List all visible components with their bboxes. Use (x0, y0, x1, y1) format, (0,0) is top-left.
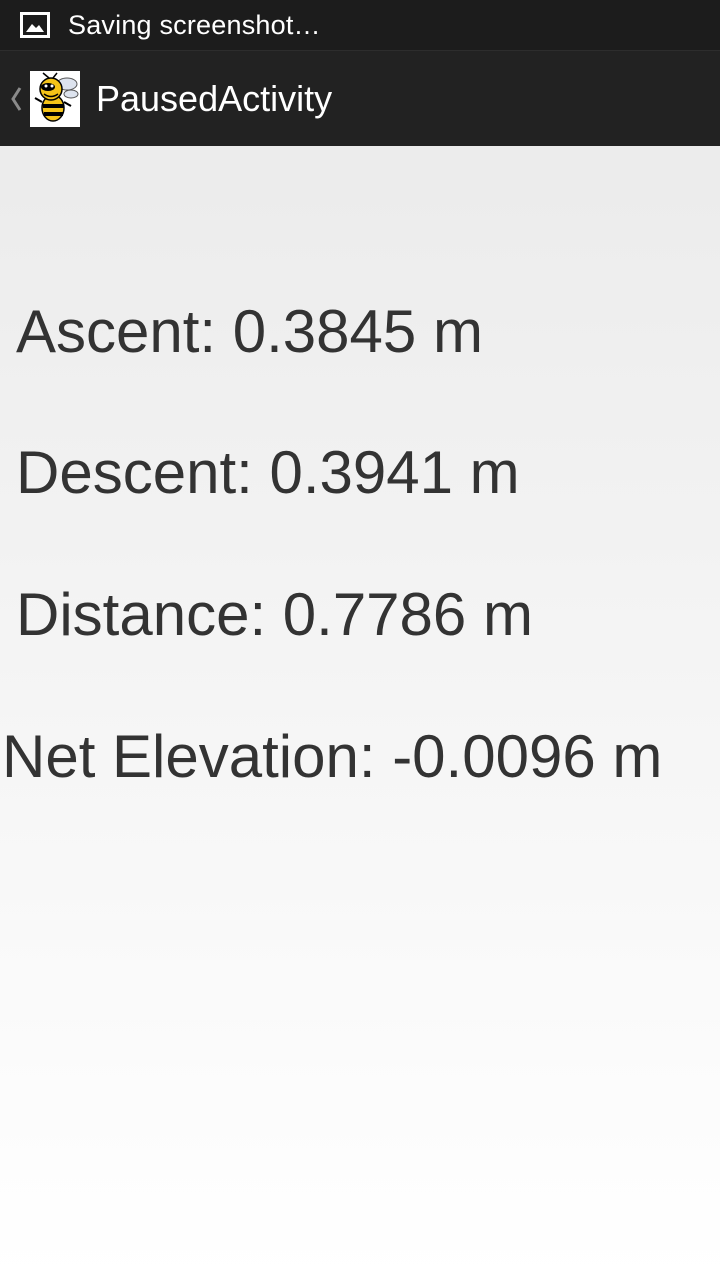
net-elevation-value: Net Elevation: -0.0096 m (2, 723, 663, 790)
notification-text: Saving screenshot… (68, 9, 321, 40)
chevron-left-icon (6, 84, 26, 114)
distance-value: Distance: 0.7786 m (16, 581, 533, 648)
status-bar: Saving screenshot… (0, 0, 720, 50)
image-icon (20, 12, 50, 38)
ascent-value: Ascent: 0.3845 m (16, 298, 483, 365)
action-bar: PausedActivity (0, 50, 720, 146)
up-button[interactable] (0, 51, 90, 147)
page-title: PausedActivity (96, 77, 333, 119)
app-logo-icon (30, 70, 80, 127)
descent-value: Descent: 0.3941 m (16, 439, 520, 506)
